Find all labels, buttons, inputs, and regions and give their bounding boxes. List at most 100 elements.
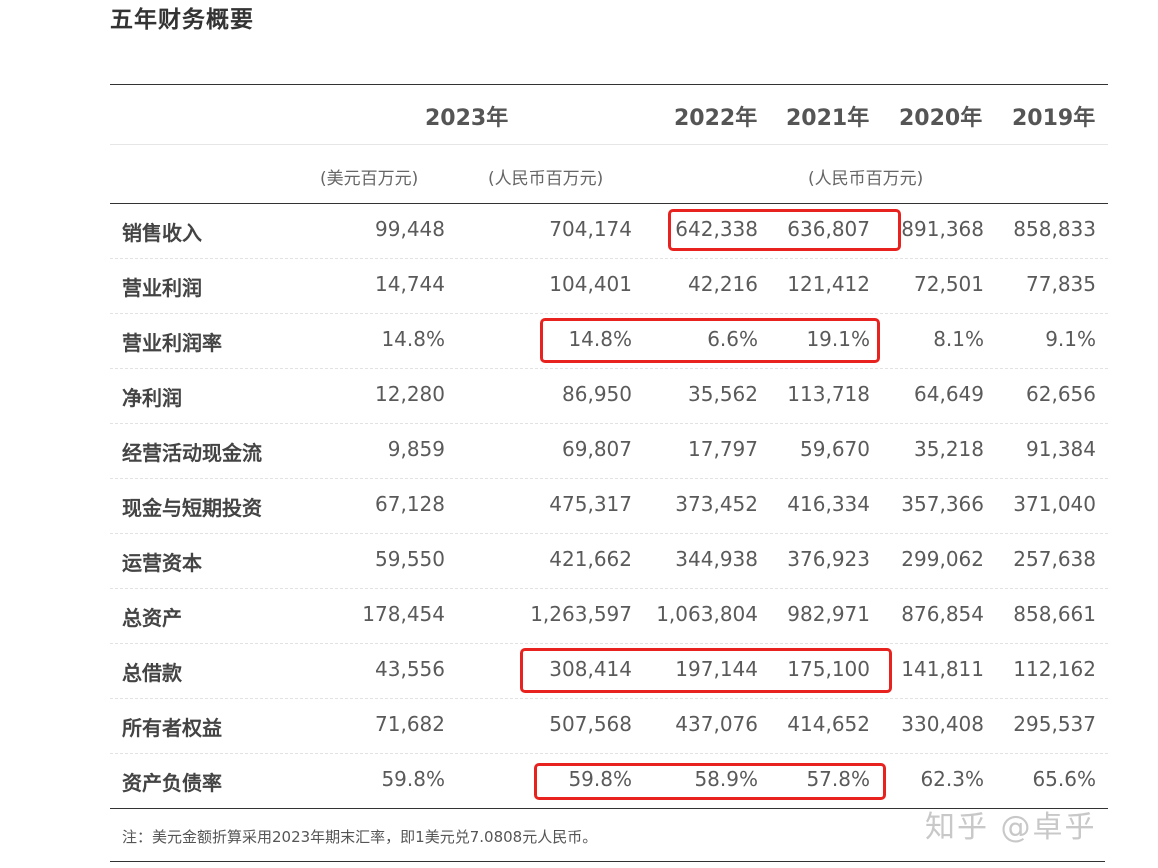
row-label: 总资产 [122,606,182,630]
row-label: 经营活动现金流 [122,441,262,465]
row-divider [110,698,1108,699]
year-header-2021: 2021年 [786,106,870,131]
table-bottom-border [110,808,1108,809]
header-bottom-border [110,203,1108,204]
table-cell: 891,368 [901,217,984,241]
row-label: 所有者权益 [122,716,222,740]
table-cell: 113,718 [787,382,870,406]
row-divider [110,753,1108,754]
table-cell: 17,797 [688,437,758,461]
table-cell: 99,448 [375,217,445,241]
table-cell: 357,366 [901,492,984,516]
row-divider [110,258,1108,259]
table-cell: 57.8% [806,767,870,791]
table-cell: 308,414 [549,657,632,681]
unit-usd: (美元百万元) [320,169,419,189]
table-cell: 330,408 [901,712,984,736]
table-cell: 71,682 [375,712,445,736]
highlight-box-operating-margin [540,318,880,363]
table-cell: 91,384 [1026,437,1096,461]
table-cell: 257,638 [1013,547,1096,571]
table-cell: 636,807 [787,217,870,241]
year-header-2019: 2019年 [1012,106,1096,131]
table-cell: 35,218 [914,437,984,461]
header-divider [110,144,1108,145]
table-cell: 64,649 [914,382,984,406]
row-divider [110,423,1108,424]
table-cell: 59,550 [375,547,445,571]
table-cell: 982,971 [787,602,870,626]
row-divider [110,533,1108,534]
table-cell: 9,859 [387,437,445,461]
table-cell: 59.8% [568,767,632,791]
table-cell: 1,263,597 [530,602,632,626]
row-divider [110,588,1108,589]
row-label: 现金与短期投资 [122,496,262,520]
year-header-2023: 2023年 [425,106,509,131]
table-cell: 175,100 [787,657,870,681]
table-cell: 299,062 [901,547,984,571]
table-cell: 67,128 [375,492,445,516]
year-header-2020: 2020年 [899,106,983,131]
table-cell: 6.6% [707,327,758,351]
table-cell: 65.6% [1032,767,1096,791]
table-cell: 507,568 [549,712,632,736]
row-label: 营业利润 [122,276,202,300]
table-cell: 373,452 [675,492,758,516]
table-cell: 77,835 [1026,272,1096,296]
table-cell: 35,562 [688,382,758,406]
row-divider [110,643,1108,644]
table-cell: 14.8% [568,327,632,351]
table-cell: 86,950 [562,382,632,406]
row-label: 净利润 [122,386,182,410]
table-cell: 141,811 [901,657,984,681]
table-cell: 642,338 [675,217,758,241]
table-cell: 376,923 [787,547,870,571]
table-cell: 72,501 [914,272,984,296]
table-cell: 344,938 [675,547,758,571]
table-cell: 421,662 [549,547,632,571]
row-label: 运营资本 [122,551,202,575]
footnote: 注：美元金额折算采用2023年期末汇率，即1美元兑7.0808元人民币。 [122,828,598,846]
table-cell: 42,216 [688,272,758,296]
row-divider [110,368,1108,369]
table-cell: 9.1% [1045,327,1096,351]
table-cell: 295,537 [1013,712,1096,736]
table-cell: 8.1% [933,327,984,351]
highlight-box-debt-ratio [534,763,886,800]
table-cell: 178,454 [362,602,445,626]
table-cell: 62,656 [1026,382,1096,406]
table-cell: 19.1% [806,327,870,351]
table-cell: 437,076 [675,712,758,736]
table-cell: 43,556 [375,657,445,681]
table-cell: 12,280 [375,382,445,406]
table-cell: 414,652 [787,712,870,736]
table-cell: 475,317 [549,492,632,516]
unit-rmb-2023: (人民币百万元) [488,169,604,189]
year-header-2022: 2022年 [674,106,758,131]
table-cell: 58.9% [694,767,758,791]
table-cell: 104,401 [549,272,632,296]
table-cell: 59.8% [381,767,445,791]
table-cell: 62.3% [920,767,984,791]
watermark: 知乎 @卓乎 [925,810,1097,845]
row-label: 资产负债率 [122,771,222,795]
table-cell: 876,854 [901,602,984,626]
table-cell: 14,744 [375,272,445,296]
table-cell: 197,144 [675,657,758,681]
table-cell: 59,670 [800,437,870,461]
highlight-box-revenue [668,209,901,251]
row-label: 营业利润率 [122,331,222,355]
row-label: 销售收入 [122,221,202,245]
table-cell: 371,040 [1013,492,1096,516]
row-label: 总借款 [122,661,182,685]
table-cell: 121,412 [787,272,870,296]
table-cell: 704,174 [549,217,632,241]
table-cell: 69,807 [562,437,632,461]
table-cell: 14.8% [381,327,445,351]
highlight-box-total-borrowings [520,648,892,693]
note-bottom-border [110,861,1105,862]
row-divider [110,313,1108,314]
table-cell: 858,661 [1013,602,1096,626]
page-title: 五年财务概要 [110,7,254,33]
